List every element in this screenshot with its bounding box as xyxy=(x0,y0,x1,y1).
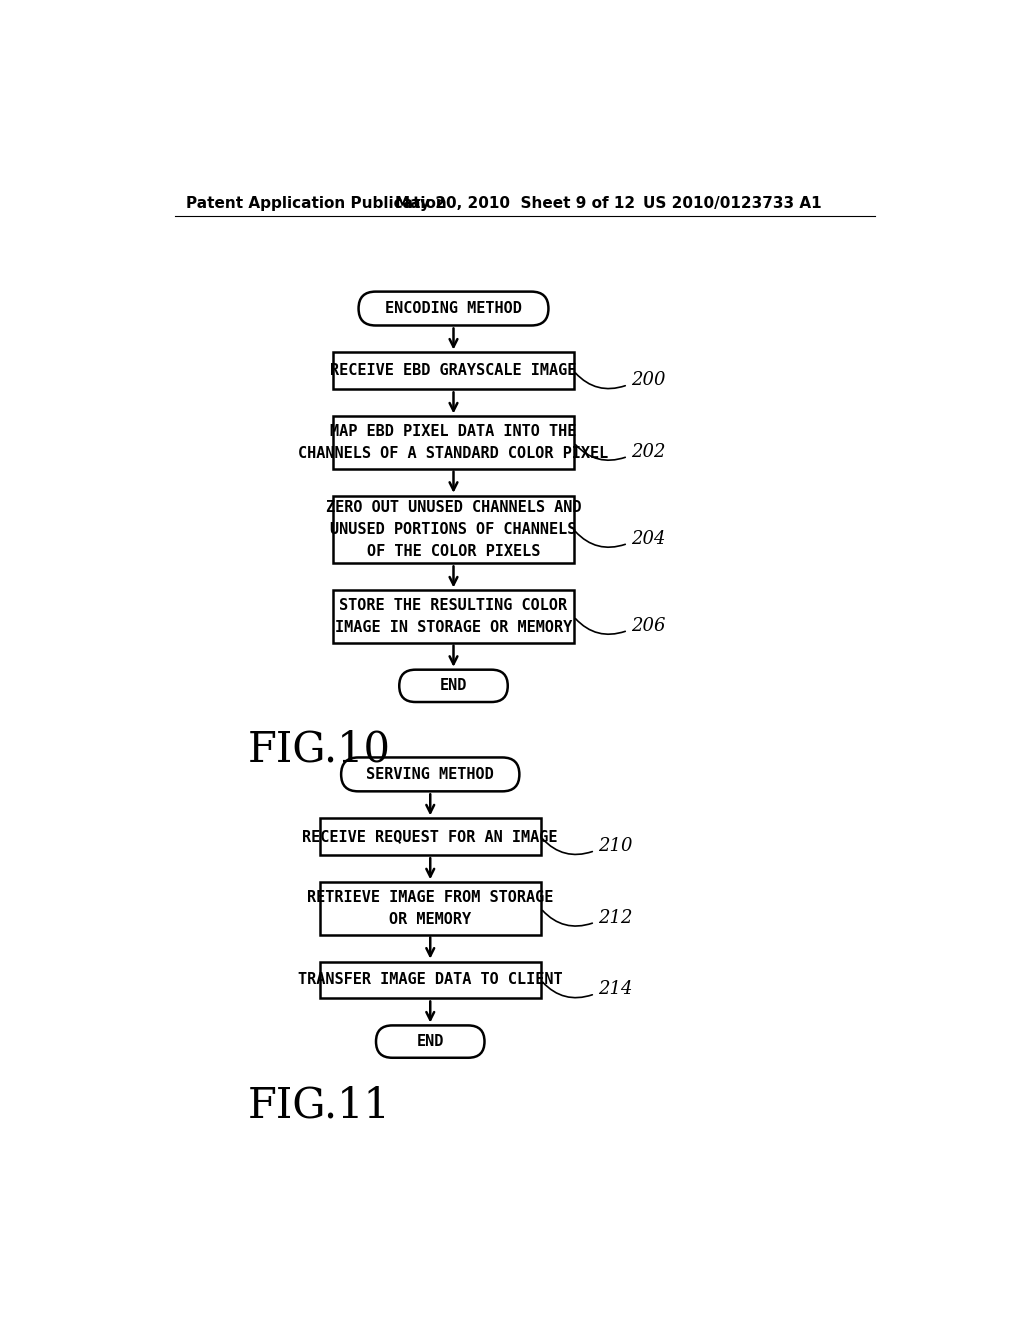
Text: RECEIVE EBD GRAYSCALE IMAGE: RECEIVE EBD GRAYSCALE IMAGE xyxy=(331,363,577,379)
Text: FIG.10: FIG.10 xyxy=(248,729,391,771)
Text: 214: 214 xyxy=(598,981,633,998)
FancyArrowPatch shape xyxy=(543,838,592,854)
Text: FIG.11: FIG.11 xyxy=(248,1085,391,1127)
Text: RECEIVE REQUEST FOR AN IMAGE: RECEIVE REQUEST FOR AN IMAGE xyxy=(302,829,558,845)
FancyArrowPatch shape xyxy=(575,445,626,461)
FancyArrowPatch shape xyxy=(575,619,626,634)
Text: END: END xyxy=(417,1034,444,1049)
Text: TRANSFER IMAGE DATA TO CLIENT: TRANSFER IMAGE DATA TO CLIENT xyxy=(298,973,562,987)
Text: 202: 202 xyxy=(631,442,666,461)
Text: Patent Application Publication: Patent Application Publication xyxy=(186,195,446,211)
Text: 200: 200 xyxy=(631,371,666,389)
Text: END: END xyxy=(440,678,467,693)
Text: MAP EBD PIXEL DATA INTO THE
CHANNELS OF A STANDARD COLOR PIXEL: MAP EBD PIXEL DATA INTO THE CHANNELS OF … xyxy=(298,424,608,461)
FancyArrowPatch shape xyxy=(543,911,592,927)
Bar xyxy=(334,352,573,389)
Text: US 2010/0123733 A1: US 2010/0123733 A1 xyxy=(643,195,822,211)
FancyBboxPatch shape xyxy=(358,292,549,326)
Text: ENCODING METHOD: ENCODING METHOD xyxy=(385,301,522,315)
Bar xyxy=(319,961,541,998)
Text: 210: 210 xyxy=(598,837,633,855)
Text: RETRIEVE IMAGE FROM STORAGE
OR MEMORY: RETRIEVE IMAGE FROM STORAGE OR MEMORY xyxy=(307,890,553,927)
FancyBboxPatch shape xyxy=(376,1026,484,1057)
Text: 204: 204 xyxy=(631,529,666,548)
Text: STORE THE RESULTING COLOR
IMAGE IN STORAGE OR MEMORY: STORE THE RESULTING COLOR IMAGE IN STORA… xyxy=(335,598,572,635)
Text: May 20, 2010  Sheet 9 of 12: May 20, 2010 Sheet 9 of 12 xyxy=(395,195,636,211)
Bar xyxy=(319,882,541,935)
FancyBboxPatch shape xyxy=(399,669,508,702)
Text: 212: 212 xyxy=(598,908,633,927)
FancyArrowPatch shape xyxy=(543,982,592,998)
Bar xyxy=(334,590,573,643)
Bar xyxy=(319,818,541,855)
Text: SERVING METHOD: SERVING METHOD xyxy=(367,767,495,781)
Bar xyxy=(334,416,573,469)
FancyArrowPatch shape xyxy=(575,532,626,548)
FancyBboxPatch shape xyxy=(341,758,519,792)
Text: 206: 206 xyxy=(631,616,666,635)
Bar xyxy=(334,496,573,564)
FancyArrowPatch shape xyxy=(575,374,626,388)
Text: ZERO OUT UNUSED CHANNELS AND
UNUSED PORTIONS OF CHANNELS
OF THE COLOR PIXELS: ZERO OUT UNUSED CHANNELS AND UNUSED PORT… xyxy=(326,500,582,560)
